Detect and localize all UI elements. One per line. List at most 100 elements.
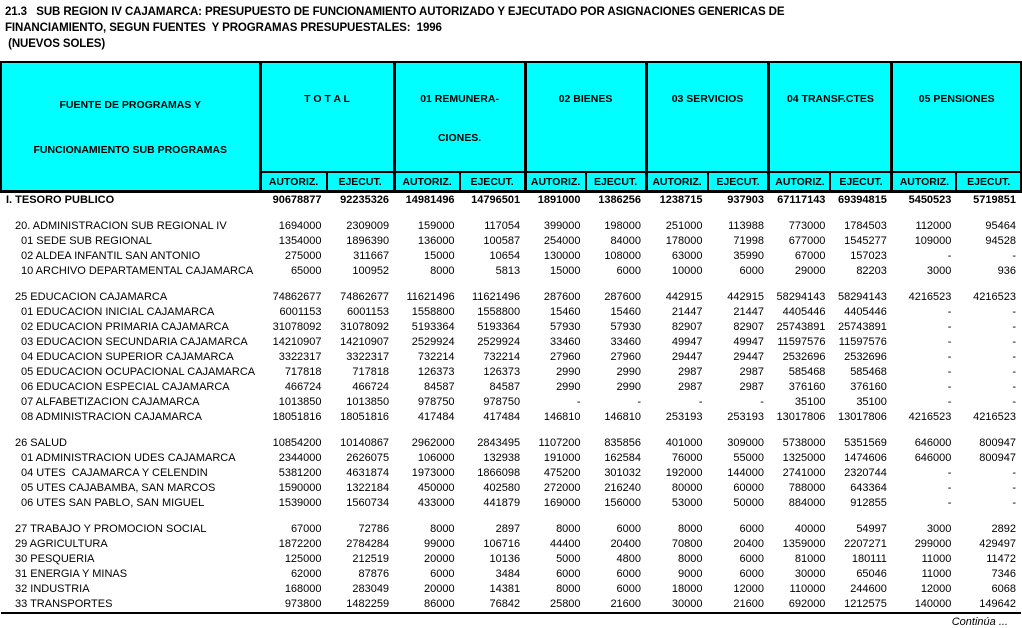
cell-value: 106000 <box>417 452 455 464</box>
subcol-remuneraciones-ejecut: EJECUT. <box>458 172 526 193</box>
spacer-row <box>1 208 1021 219</box>
table-row: 30 PESQUERIA 125000 212519 20000 10136 5000 48… <box>1 552 1021 567</box>
cell-value: 1558800 <box>411 306 455 318</box>
col-group-servicios-line1: 03 SERVICIOS <box>671 93 744 105</box>
cell-value: 12000 <box>920 583 952 595</box>
cell-value: 3322317 <box>346 351 390 363</box>
cell-value: - <box>947 497 952 509</box>
cell-value: 65046 <box>856 568 887 580</box>
cell-value: 1558800 <box>477 306 521 318</box>
cell-value: 14210907 <box>340 336 390 348</box>
subcol-transf-ctes-autoriz: AUTORIZ. <box>767 172 831 193</box>
table-row: 04 EDUCACION SUPERIOR CAJAMARCA 3322317 33… <box>1 350 1021 365</box>
cell-value: 112000 <box>915 220 952 232</box>
subcol-total-ejecut: EJECUT. <box>325 172 395 193</box>
cell-value: 1212575 <box>830 597 892 614</box>
cell-value: 1359000 <box>782 538 826 550</box>
cell-value: 2987 <box>739 381 764 393</box>
cell-value: 1784503 <box>844 220 887 232</box>
cell-value: 50000 <box>733 497 764 509</box>
row-label: 29 AGRICULTURA <box>15 538 108 550</box>
cell-value: 1590000 <box>278 482 322 494</box>
cell-value: 5450523 <box>908 194 952 206</box>
cell-value: 1545277 <box>844 235 887 247</box>
cell-value: 2529924 <box>477 336 521 348</box>
table-row: 05 EDUCACION OCUPACIONAL CAJAMARCA 717818… <box>1 365 1021 380</box>
row-label: 01 EDUCACION INICIAL CAJAMARCA <box>21 306 215 318</box>
cell-value: 978750 <box>483 396 521 408</box>
row-label: 04 UTES CAJAMARCA Y CELENDIN <box>21 467 208 479</box>
cell-value: 90678877 <box>272 194 322 206</box>
cell-value: 67000 <box>794 250 826 262</box>
cell-value: 275000 <box>284 250 322 262</box>
cell-value: 72786 <box>358 523 390 535</box>
cell-value: 8000 <box>430 523 455 535</box>
spacer-cell <box>1 425 1021 436</box>
cell-value: 29447 <box>733 351 764 363</box>
subcol-servicios-autoriz: AUTORIZ. <box>644 172 708 193</box>
cell-value: - <box>1012 366 1016 378</box>
cell-value: 58294143 <box>837 291 887 303</box>
row-label: 07 ALFABETIZACION CAJAMARCA <box>21 396 200 408</box>
cell-value: 417484 <box>483 411 521 423</box>
row-label: 26 SALUD <box>15 437 67 449</box>
cell-value: 29447 <box>671 351 703 363</box>
cell-value: - <box>947 467 952 479</box>
cell-value: 10140867 <box>340 437 390 449</box>
cell-value: 100952 <box>352 265 390 277</box>
table-row: 02 EDUCACION PRIMARIA CAJAMARCA 31078092 3… <box>1 320 1021 335</box>
cell-value: 800947 <box>979 452 1016 464</box>
row-label: 25 EDUCACION CAJAMARCA <box>15 291 168 303</box>
cell-value: 8000 <box>430 265 455 277</box>
cell-value: 466724 <box>284 381 322 393</box>
cell-value: 15000 <box>549 265 581 277</box>
cell-value: - <box>1012 467 1016 479</box>
subcol-total-autoriz: AUTORIZ. <box>258 172 327 193</box>
cell-value: 2309009 <box>346 220 390 232</box>
cell-value: 146810 <box>604 411 642 423</box>
cell-value: - <box>1012 321 1016 333</box>
cell-value: 10000 <box>671 265 703 277</box>
continues-note: Continúa ... <box>951 616 1008 628</box>
spacer-cell <box>1 279 1021 290</box>
cell-value: 6000 <box>739 523 764 535</box>
table-row: 10 ARCHIVO DEPARTAMENTAL CAJAMARCA 65000 1… <box>1 264 1021 279</box>
cell-value: 58294143 <box>776 291 826 303</box>
cell-value: 11621496 <box>406 291 455 303</box>
table-row: 29 AGRICULTURA 1872200 2784284 99000 106716 4… <box>1 537 1021 552</box>
cell-value: 11472 <box>986 553 1016 565</box>
table-row: 01 EDUCACION INICIAL CAJAMARCA 6001153 600… <box>1 305 1021 320</box>
cell-value: 2529924 <box>411 336 455 348</box>
cell-value: 3000 <box>926 265 952 277</box>
cell-value: 442915 <box>727 291 764 303</box>
cell-value: 10854200 <box>272 437 322 449</box>
table-body: I. TESORO PUBLICO 90678877 92235326 1498149… <box>1 192 1021 614</box>
col-group-servicios: 03 SERVICIOS <box>644 61 769 173</box>
col-header-fuente-line1: FUENTE DE PROGRAMAS Y <box>59 99 202 111</box>
cell-value: 35990 <box>733 250 764 262</box>
cell-value: 12000 <box>733 583 764 595</box>
cell-value: 936 <box>997 265 1016 277</box>
cell-value: 33460 <box>610 336 642 348</box>
title-line-3: (NUEVOS SOLES) <box>5 38 106 50</box>
cell-value: 35100 <box>856 396 887 408</box>
col-group-total-line1: T O T A L <box>304 93 350 105</box>
spacer-row <box>1 425 1021 436</box>
table-row: 31 ENERGIA Y MINAS 62000 87876 6000 3484 6000… <box>1 567 1021 582</box>
cell-value: - <box>947 396 952 408</box>
cell-value: 33460 <box>549 336 581 348</box>
cell-value: 21600 <box>707 597 769 614</box>
cell-value: 1325000 <box>782 452 826 464</box>
col-group-remuneraciones: 01 REMUNERA- CIONES. <box>392 61 526 173</box>
cell-value: 117054 <box>484 220 521 232</box>
cell-value: 15460 <box>610 306 642 318</box>
cell-value: 81000 <box>794 553 826 565</box>
cell-value: 62000 <box>290 568 322 580</box>
cell-value: 1866098 <box>477 467 521 479</box>
cell-value: 55000 <box>733 452 764 464</box>
cell-value: 2990 <box>556 366 581 378</box>
subcol-servicios-ejecut: EJECUT. <box>706 172 769 193</box>
row-label: 31 ENERGIA Y MINAS <box>15 568 128 580</box>
cell-value: 67117143 <box>777 194 826 206</box>
cell-value: 8000 <box>678 553 703 565</box>
